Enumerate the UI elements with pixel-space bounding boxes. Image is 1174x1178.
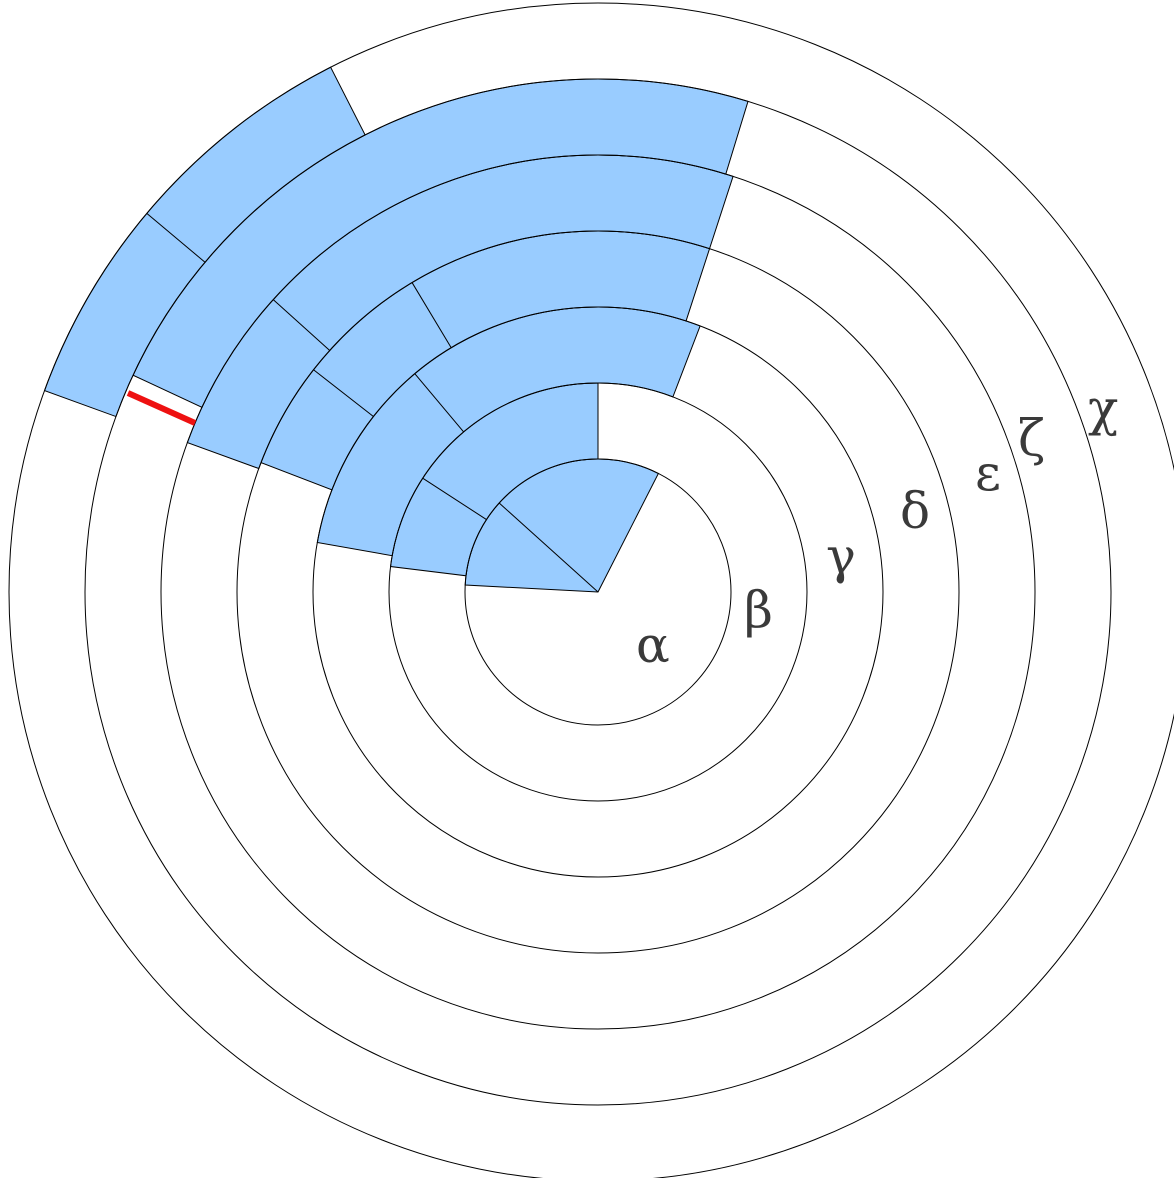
ring-label-zeta: ζ bbox=[1018, 409, 1045, 467]
ring-label-delta: δ bbox=[900, 482, 930, 540]
divider-line-2 bbox=[422, 477, 487, 520]
ring-label-epsilon: ε bbox=[975, 444, 1001, 502]
ring-label-gamma: γ bbox=[826, 527, 856, 585]
highlight-marker bbox=[126, 390, 197, 426]
ring-outline-5 bbox=[160, 154, 1036, 1030]
ring-outline-2 bbox=[388, 382, 808, 802]
ring-outline-4 bbox=[236, 230, 960, 954]
divider-line-3 bbox=[414, 373, 465, 433]
ring-label-alpha: α bbox=[636, 616, 670, 674]
ring-outline-1 bbox=[464, 458, 732, 726]
ring-label-chi: χ bbox=[1088, 379, 1118, 437]
sector-dividers bbox=[146, 213, 599, 593]
ring-outlines bbox=[8, 2, 1174, 1178]
ring-outline-3 bbox=[312, 306, 884, 878]
divider-line-5 bbox=[313, 369, 374, 417]
divider-line-6 bbox=[272, 299, 331, 351]
ring-label-beta: β bbox=[744, 581, 773, 639]
divider-line-4 bbox=[411, 282, 452, 348]
ring-outline-6 bbox=[84, 78, 1112, 1106]
shaded-sectors bbox=[43, 66, 749, 593]
divider-line-7 bbox=[146, 213, 206, 263]
divider-line-1 bbox=[498, 502, 599, 593]
ring-outline-7 bbox=[8, 2, 1174, 1178]
